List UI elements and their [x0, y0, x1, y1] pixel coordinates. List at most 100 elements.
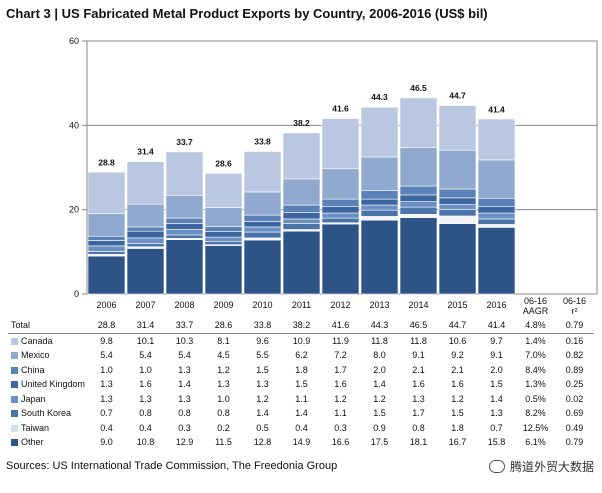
table-cell: 1.3	[139, 393, 152, 404]
table-cell: 1.4	[490, 393, 503, 404]
table-cell: 9.1	[490, 350, 503, 361]
table-cell: 0.89	[565, 364, 584, 375]
table-cell: 7.2	[334, 350, 347, 361]
table-cell: 12.9	[175, 437, 194, 448]
y-tick-label: 0	[74, 289, 79, 299]
table-cell: 15.8	[487, 437, 506, 448]
table-cell: 44.3	[360, 318, 399, 334]
table-cell: 10.1	[136, 335, 155, 346]
legend-label: Japan	[21, 393, 46, 404]
bar-segment	[87, 255, 126, 295]
legend-label: Total	[11, 320, 31, 331]
table-cell: 1.3%	[525, 379, 546, 390]
table-row: Total 28.8 31.4 33.7 28.6 33.8 38.2 41.6 44.3 46.…	[8, 318, 594, 334]
column-header: 2008	[165, 296, 204, 310]
table-cell: 1.6	[334, 379, 347, 390]
bar-segment	[438, 209, 477, 217]
bar-segment	[243, 231, 282, 239]
table-cell: 0.7	[490, 422, 503, 433]
column-header: 2016	[477, 296, 516, 310]
table-cell: 1.3	[100, 393, 113, 404]
y-tick-label: 40	[69, 120, 79, 130]
wechat-icon	[488, 460, 505, 473]
column-header-line1: 2012	[330, 300, 351, 310]
watermark: 腾道外贸大数据	[488, 458, 594, 475]
table-cell: 28.8	[87, 318, 126, 334]
column-header-line1: 2015	[447, 300, 468, 310]
table-cell: 0.79	[555, 318, 594, 334]
bar-segment	[282, 230, 321, 295]
bar-segment	[321, 205, 360, 214]
bar-segment	[165, 229, 204, 236]
bar-segment	[282, 223, 321, 230]
table-cell: 1.8	[451, 422, 464, 433]
table-cell: 0.49	[565, 422, 584, 433]
bar-segment	[477, 227, 516, 295]
table-cell: 1.4	[295, 408, 308, 419]
bar-segment	[321, 118, 360, 170]
column-header-line1: 2007	[135, 300, 156, 310]
column-header-line1: 06-16	[562, 296, 587, 306]
bar-segment	[126, 248, 165, 295]
column-header-line1: 2011	[291, 300, 312, 310]
column-header: 2015	[438, 296, 477, 310]
table-cell: 1.7	[412, 408, 425, 419]
table-cell: 1.1	[334, 408, 347, 419]
legend-swatch	[11, 424, 18, 432]
row-label: Canada	[8, 333, 87, 348]
total-label: 41.4	[488, 104, 505, 114]
legend-swatch	[11, 439, 18, 447]
table-cell: 1.3	[178, 393, 191, 404]
table-row: Taiwan 0.4 0.4 0.3 0.2 0.5 0.4 0.3 0.9 0.8 1.8 0.7 1…	[8, 421, 594, 436]
table-cell: 0.69	[565, 408, 584, 419]
table-cell: 2.1	[451, 364, 464, 375]
table-cell: 8.4%	[525, 364, 546, 375]
legend-swatch	[11, 352, 18, 360]
bar-segment	[477, 224, 516, 228]
table-cell: 0.3	[334, 422, 347, 433]
column-header: 2007	[126, 296, 165, 310]
bar-segment	[477, 218, 516, 225]
bar-segment	[399, 147, 438, 187]
table-cell: 5.5	[256, 350, 269, 361]
total-label: 28.6	[215, 158, 232, 168]
bar-segment	[243, 191, 282, 216]
table-cell: 7.0%	[525, 350, 546, 361]
table-cell: 0.4	[100, 422, 113, 433]
table-cell: 9.8	[100, 335, 113, 346]
bar-segment	[477, 159, 516, 199]
bar-segment	[477, 197, 516, 208]
legend-swatch	[11, 410, 18, 418]
table-cell: 5.4	[178, 350, 191, 361]
bar-segment	[360, 190, 399, 200]
table-cell: 8.2%	[525, 408, 546, 419]
column-header-line1: 2006	[96, 300, 117, 310]
bar-segment	[87, 251, 126, 255]
table-cell: 1.5	[451, 408, 464, 419]
bar-segment	[87, 235, 126, 241]
bar-segment	[438, 197, 477, 205]
column-header-line1: 2008	[174, 300, 195, 310]
total-label: 44.3	[371, 92, 388, 102]
table-cell: 9.0	[100, 437, 113, 448]
bar-segment	[282, 204, 321, 213]
bar-segment	[438, 223, 477, 295]
table-cell: 9.1	[412, 350, 425, 361]
bar-segment	[399, 206, 438, 215]
legend-swatch	[11, 381, 18, 389]
row-label: United Kingdom	[8, 377, 87, 392]
bar-segment	[243, 221, 282, 228]
bar-segment	[360, 204, 399, 211]
bar-segment	[360, 216, 399, 221]
table-cell: 14.9	[292, 437, 311, 448]
total-label: 44.7	[449, 91, 466, 101]
table-row: China 1.0 1.0 1.3 1.2 1.5 1.8 1.7 2.0 2.1 2.1 2.0 8.…	[8, 363, 594, 378]
table-cell: 2.0	[490, 364, 503, 375]
table-cell: 1.7	[334, 364, 347, 375]
legend-label: South Korea	[21, 408, 72, 419]
column-header-line1: 2014	[408, 300, 429, 310]
bar-segment	[243, 151, 282, 193]
table-cell: 0.4	[139, 422, 152, 433]
table-cell: 4.5	[217, 350, 230, 361]
table-cell: 1.0	[217, 393, 230, 404]
